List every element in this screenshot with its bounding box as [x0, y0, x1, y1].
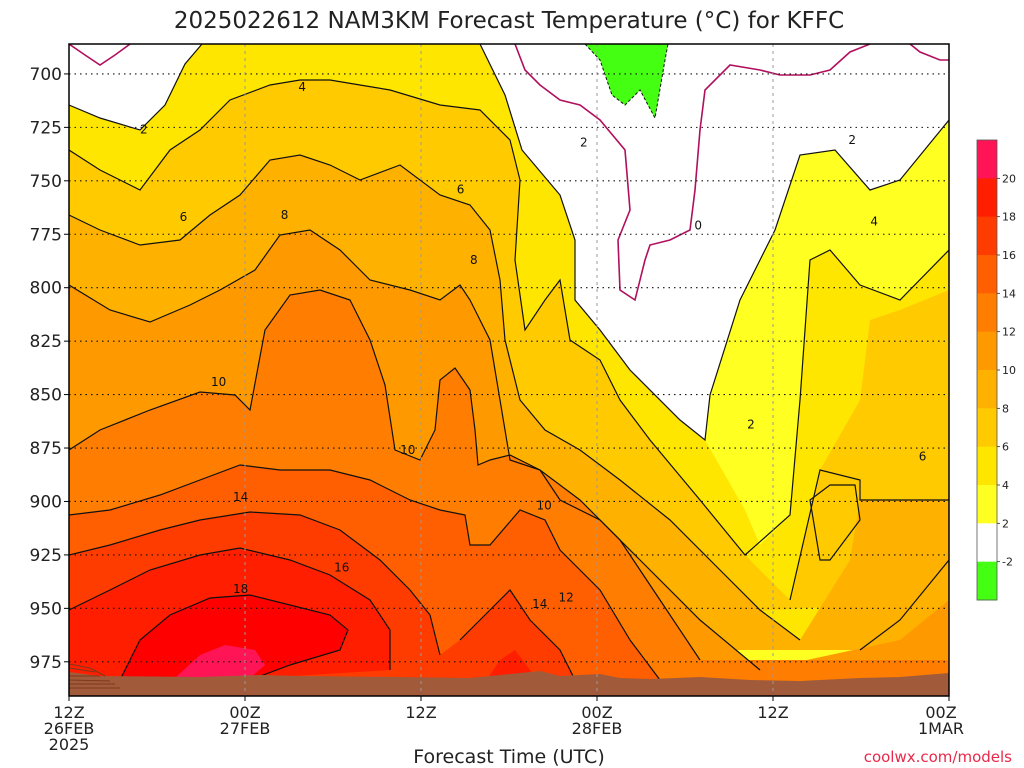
y-tick-label: 725	[30, 118, 62, 138]
colorbar-swatch	[977, 216, 997, 256]
y-tick-label: 975	[30, 653, 62, 673]
colorbar-swatch	[977, 331, 997, 371]
contour-label: 8	[470, 253, 478, 267]
contour-label: 14	[532, 597, 547, 611]
colorbar-swatch	[977, 561, 997, 601]
colorbar-label: 6	[1002, 441, 1009, 454]
contour-label: 6	[919, 450, 927, 464]
x-tick-label: 2025	[49, 735, 90, 754]
colorbar-label: 16	[1002, 249, 1016, 262]
contour-label: 14	[233, 490, 248, 504]
colorbar-swatch	[977, 293, 997, 333]
colorbar-label: -2	[1002, 556, 1013, 569]
y-tick-label: 800	[30, 279, 62, 299]
colorbar-label: 8	[1002, 402, 1009, 415]
contour-label: 12	[559, 591, 574, 605]
colorbar-label: 14	[1002, 287, 1016, 300]
x-tick-label: 12Z	[53, 703, 84, 722]
contour-label: 4	[298, 80, 306, 94]
colorbar-label: 4	[1002, 479, 1009, 492]
colorbar-label: 18	[1002, 211, 1016, 224]
contour-label: 2	[580, 135, 588, 149]
x-axis-label: Forecast Time (UTC)	[413, 746, 604, 768]
plot-frame	[68, 43, 950, 697]
grid-lines	[69, 44, 949, 696]
contour-label: 8	[281, 208, 289, 222]
colorbar-swatch	[977, 178, 997, 218]
contour-label: 2	[747, 418, 755, 432]
contour-label: 0	[694, 219, 702, 233]
color-scale-bar: 20 18 16 14 12 10 8 6 4 2 -2	[976, 139, 1016, 601]
y-tick-label: 950	[30, 599, 62, 619]
contour-label: 4	[870, 214, 878, 228]
contour-label: 2	[140, 123, 148, 137]
colorbar-swatch	[977, 485, 997, 524]
colorbar-swatch	[977, 140, 997, 179]
contour-label: 18	[233, 582, 248, 596]
contour-label: 10	[537, 499, 552, 513]
colorbar-label: 20	[1002, 172, 1016, 185]
contour-labels: 2 4 6 8 10 14 16 18 6 8 10 10 12 14 2 0 2 2 4 6	[140, 80, 926, 611]
y-tick-label: 875	[30, 439, 62, 459]
colorbar-swatch	[977, 370, 997, 409]
y-tick-label: 925	[30, 546, 62, 566]
x-tick-label: 00Z	[581, 703, 612, 722]
x-tick-label: 28FEB	[572, 719, 623, 738]
colorbar-label: 10	[1002, 364, 1016, 377]
x-tick-label: 00Z	[925, 703, 956, 722]
y-axis-ticks: 700 725 750 775 800 825 850 875 900 925 950 975	[30, 65, 69, 673]
y-tick-label: 850	[30, 386, 62, 406]
y-tick-label: 750	[30, 172, 62, 192]
x-tick-label: 26FEB	[44, 719, 95, 738]
colorbar-swatch	[977, 446, 997, 486]
colorbar-label: 2	[1002, 517, 1009, 530]
colorbar-swatch	[977, 255, 997, 294]
colorbar-swatch	[977, 523, 997, 563]
contour-label: 16	[334, 561, 349, 575]
y-tick-label: 775	[30, 225, 62, 245]
x-tick-label: 1MAR	[918, 719, 964, 738]
watermark: coolwx.com/models	[864, 748, 1012, 766]
x-tick-label: 12Z	[757, 703, 788, 722]
y-tick-label: 700	[30, 65, 62, 85]
contour-label: 10	[400, 443, 415, 457]
x-tick-label: 12Z	[405, 703, 436, 722]
x-tick-label: 00Z	[229, 703, 260, 722]
contour-label: 10	[211, 375, 226, 389]
y-tick-label: 825	[30, 332, 62, 352]
y-tick-label: 900	[30, 492, 62, 512]
contour-label: 2	[848, 133, 856, 147]
colorbar-label: 12	[1002, 326, 1016, 339]
temperature-field	[69, 44, 949, 696]
colorbar-swatch	[977, 408, 997, 448]
contour-label: 6	[180, 210, 188, 224]
chart-title: 2025022612 NAM3KM Forecast Temperature (…	[174, 8, 844, 34]
x-tick-label: 27FEB	[220, 719, 271, 738]
contour-label: 6	[457, 182, 465, 196]
